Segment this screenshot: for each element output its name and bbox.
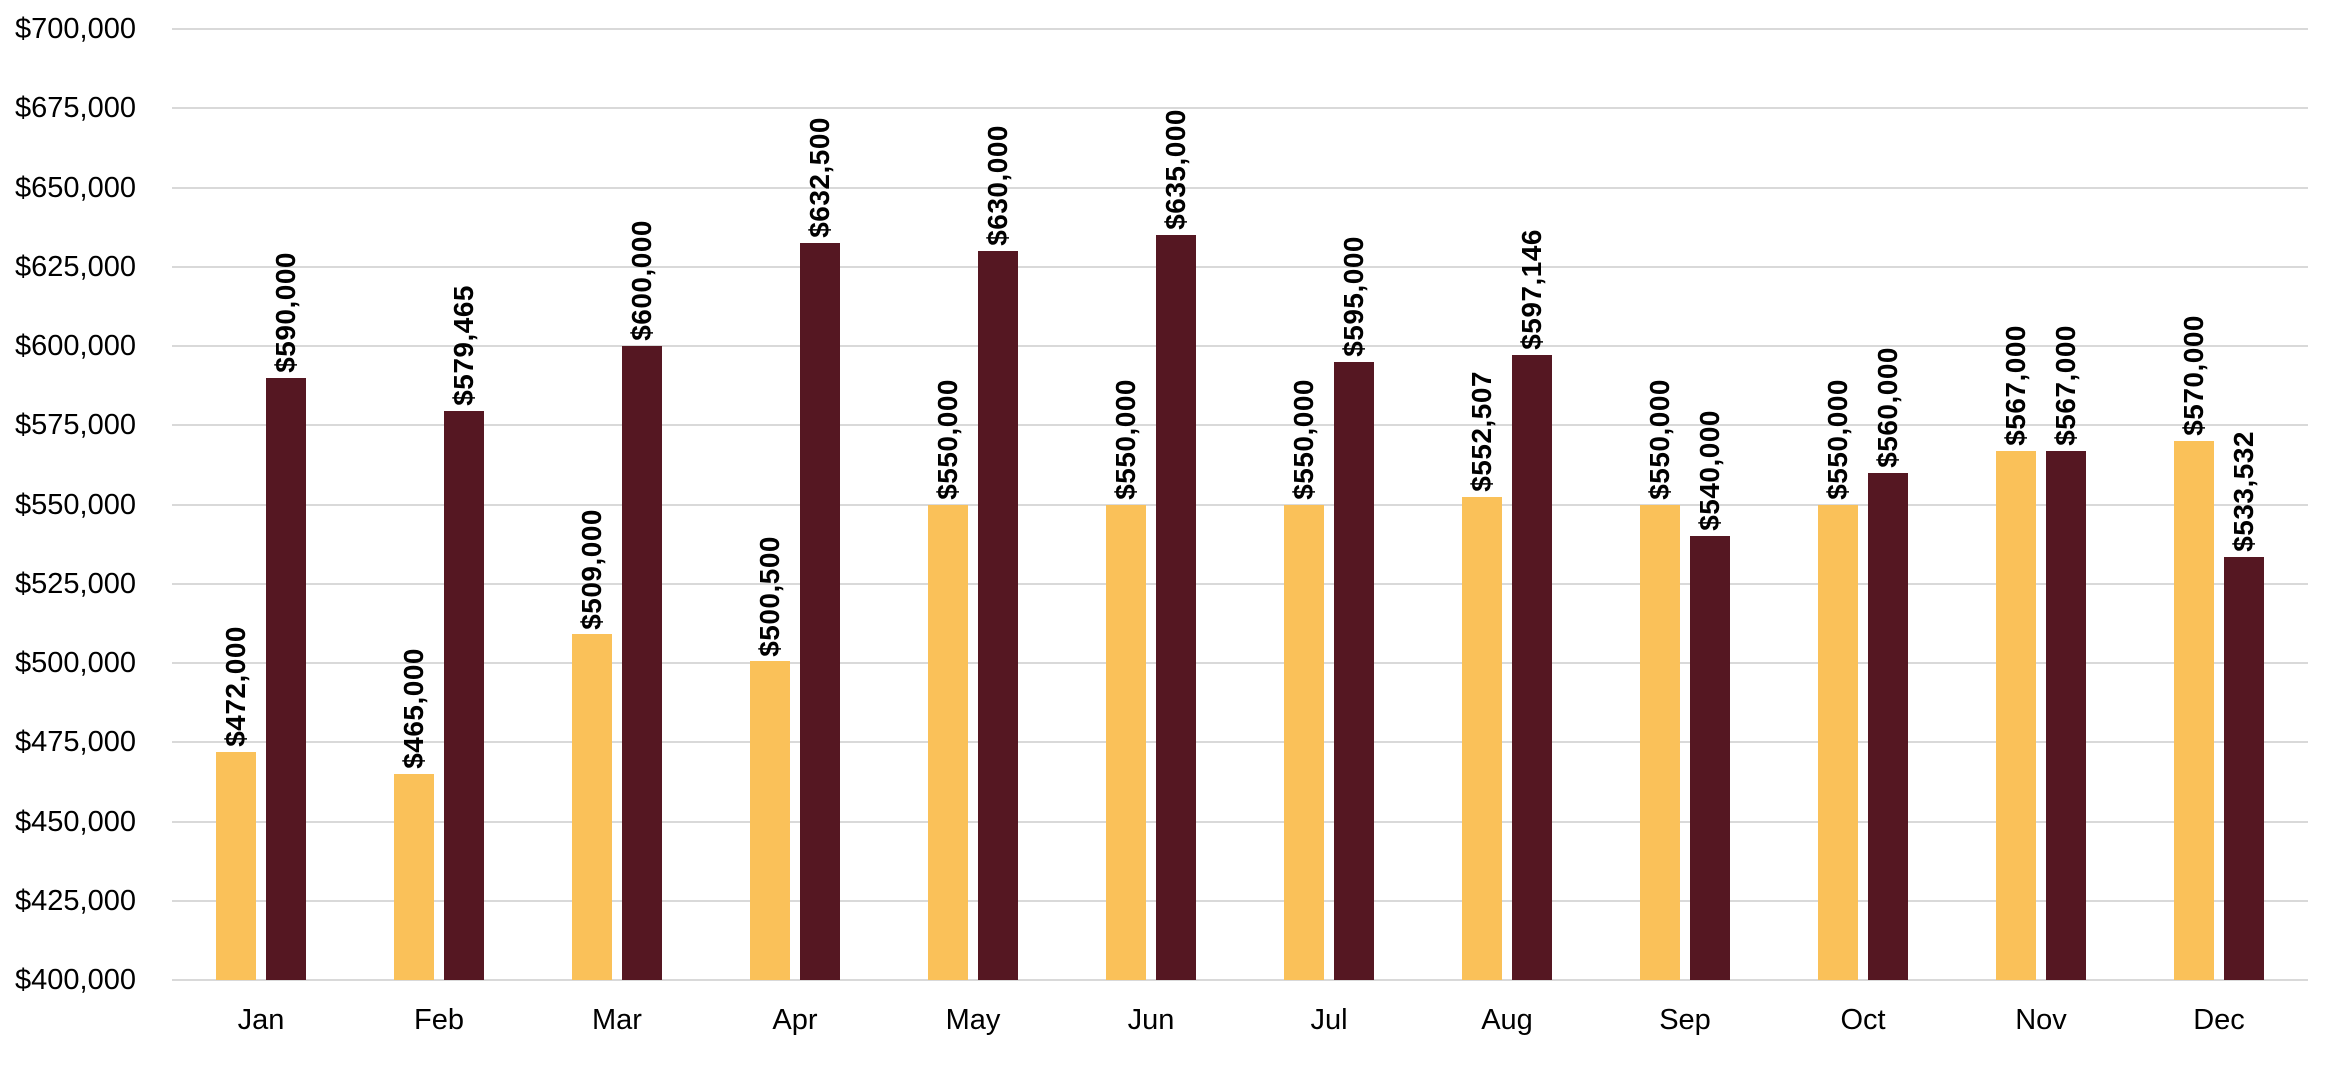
y-tick-label: $650,000 — [15, 171, 136, 204]
gridline — [172, 979, 2308, 981]
maroon-series-bar — [1690, 536, 1730, 980]
maroon-series-bar — [1334, 361, 1374, 980]
bar-value-label: $540,000 — [1694, 410, 1725, 532]
x-tick-label: Jan — [237, 1004, 285, 1036]
gridline — [172, 503, 2308, 506]
gridline — [172, 741, 2308, 744]
maroon-series-bar — [266, 377, 306, 980]
maroon-series-bar — [444, 411, 484, 980]
gridline — [172, 582, 2308, 585]
gridline — [172, 662, 2308, 664]
y-tick-label: $475,000 — [15, 726, 136, 759]
maroon-series-bar — [622, 346, 662, 980]
gold-series-bar — [1284, 504, 1324, 980]
y-tick-label: $400,000 — [15, 964, 136, 996]
x-tick-label: Dec — [2193, 1004, 2245, 1036]
bar-value-label: $560,000 — [1872, 347, 1903, 468]
gold-series-bar — [1640, 504, 1680, 980]
bar-value-label: $635,000 — [1160, 109, 1191, 231]
gridline — [172, 186, 2308, 189]
x-tick-label: May — [945, 1004, 1001, 1036]
maroon-series-bar — [1512, 355, 1552, 980]
gold-series-bar — [1106, 504, 1146, 980]
x-tick-label: Oct — [1840, 1004, 1886, 1036]
maroon-series-bar — [978, 250, 1018, 980]
gridline — [172, 820, 2308, 823]
y-tick-label: $575,000 — [15, 409, 136, 442]
gold-series-bar — [2174, 441, 2214, 980]
gold-series-bar — [394, 773, 434, 980]
maroon-series-bar — [1868, 472, 1908, 980]
bar-value-label: $597,146 — [1516, 229, 1547, 351]
bar-value-label: $550,000 — [1110, 378, 1141, 500]
bar-value-label: $570,000 — [2178, 315, 2209, 437]
maroon-series-bar — [2046, 450, 2086, 980]
gridline — [172, 28, 2308, 30]
bar-value-label: $465,000 — [398, 648, 429, 769]
bar-value-label: $509,000 — [576, 508, 607, 630]
x-tick-label: Feb — [414, 1004, 464, 1036]
bar-value-label: $550,000 — [1644, 378, 1675, 500]
gold-series-bar — [216, 751, 256, 980]
maroon-series-bar — [800, 242, 840, 980]
bar-value-label: $590,000 — [270, 251, 301, 373]
x-tick-label: Nov — [2015, 1004, 2067, 1036]
maroon-series-bar — [2224, 556, 2264, 980]
x-tick-label: Jun — [1127, 1004, 1175, 1036]
x-tick-label: Mar — [592, 1004, 642, 1036]
y-tick-label: $500,000 — [15, 647, 136, 679]
gold-series-bar — [1996, 450, 2036, 980]
y-tick-label: $600,000 — [15, 330, 136, 362]
y-tick-label: $450,000 — [15, 805, 136, 838]
y-tick-label: $675,000 — [15, 92, 136, 125]
y-tick-label: $525,000 — [15, 567, 136, 600]
gold-series-bar — [750, 661, 790, 980]
bar-value-label: $630,000 — [982, 125, 1013, 246]
gold-series-bar — [1818, 504, 1858, 980]
gold-series-bar — [572, 634, 612, 980]
bar-value-label: $632,500 — [804, 117, 835, 238]
gold-series-bar — [928, 504, 968, 980]
bar-value-label: $579,465 — [448, 285, 479, 407]
gridline — [172, 345, 2308, 347]
y-tick-label: $625,000 — [15, 250, 136, 283]
x-tick-label: Jul — [1310, 1004, 1348, 1036]
bar-value-label: $472,000 — [220, 625, 251, 747]
bar-value-label: $567,000 — [2050, 324, 2081, 446]
bar-value-label: $550,000 — [932, 378, 963, 500]
maroon-series-bar — [1156, 235, 1196, 980]
gridline — [172, 265, 2308, 268]
bar-value-label: $550,000 — [1822, 378, 1853, 500]
bar-value-label: $595,000 — [1338, 236, 1369, 357]
x-tick-label: Apr — [772, 1004, 818, 1036]
gold-series-bar — [1462, 496, 1502, 980]
x-tick-label: Sep — [1659, 1004, 1711, 1036]
y-tick-label: $550,000 — [15, 488, 136, 521]
y-tick-label: $425,000 — [15, 884, 136, 917]
y-tick-label: $700,000 — [15, 13, 136, 45]
x-tick-label: Aug — [1481, 1004, 1533, 1036]
bar-value-label: $500,500 — [754, 535, 785, 657]
gridline — [172, 107, 2308, 110]
bar-value-label: $552,507 — [1466, 370, 1497, 492]
gridline — [172, 899, 2308, 902]
bar-value-label: $600,000 — [626, 220, 657, 341]
bar-value-label: $550,000 — [1288, 378, 1319, 500]
bar-value-label: $567,000 — [2000, 324, 2031, 446]
bar-value-label: $533,532 — [2228, 430, 2259, 552]
gridline — [172, 424, 2308, 427]
